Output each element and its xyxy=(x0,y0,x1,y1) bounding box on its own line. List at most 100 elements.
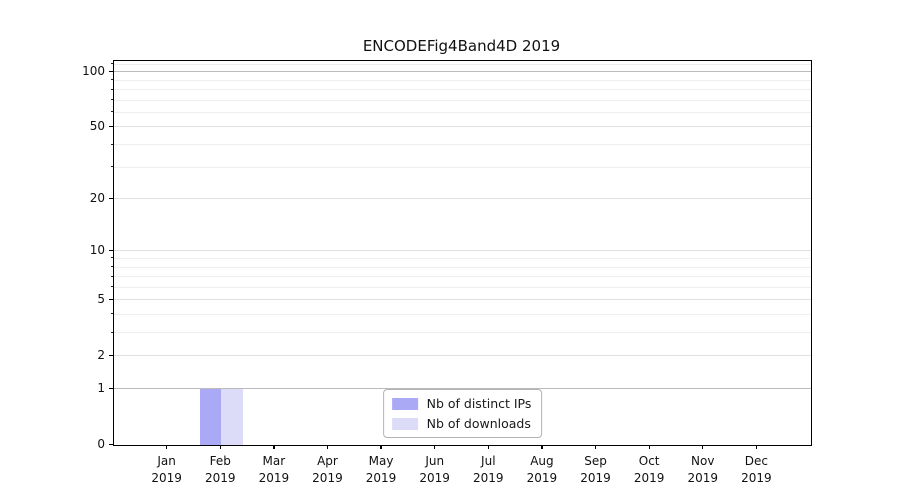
gridline-minor xyxy=(114,314,811,315)
gridline-major xyxy=(114,355,811,357)
x-tick xyxy=(541,445,543,450)
y-minor-tick xyxy=(110,275,113,277)
x-tick-label-line: Apr xyxy=(317,454,338,468)
gridline-minor xyxy=(114,111,811,113)
y-tick-label: 0 xyxy=(97,436,105,451)
gridline-minor xyxy=(114,79,811,81)
x-tick-label-line: 2019 xyxy=(741,470,772,485)
y-minor-tick xyxy=(110,63,113,65)
y-minor-tick xyxy=(110,286,113,288)
x-tick xyxy=(594,445,597,450)
legend: Nb of distinct IPs Nb of downloads xyxy=(382,389,543,438)
x-tick-label-line: Jun xyxy=(425,454,445,468)
x-tick-label: Sep 2019 xyxy=(564,453,628,486)
x-tick-label-line: 2019 xyxy=(687,470,719,485)
gridline-minor xyxy=(114,63,811,65)
gridline-minor xyxy=(114,286,811,288)
gridline-major xyxy=(114,299,811,301)
x-tick xyxy=(273,445,275,450)
x-tick-label: May 2019 xyxy=(349,453,413,486)
x-tick-label: Jul 2019 xyxy=(456,453,520,486)
y-tick xyxy=(109,443,113,445)
y-tick-label: 100 xyxy=(82,63,105,78)
x-tick-label: Aug 2019 xyxy=(510,453,574,486)
gridline-minor xyxy=(114,89,811,91)
gridline-major xyxy=(114,250,811,252)
x-tick-label-line: Nov xyxy=(691,454,715,468)
x-tick-label-line: Dec xyxy=(744,454,768,468)
legend-label: Nb of downloads xyxy=(426,416,531,431)
x-tick xyxy=(702,445,704,450)
bar-nb-of-downloads xyxy=(221,389,243,445)
y-minor-tick xyxy=(110,99,113,101)
y-minor-tick xyxy=(110,79,113,81)
x-tick-label-line: Feb xyxy=(209,454,231,468)
gridline-major xyxy=(114,198,811,200)
legend-label: Nb of distinct IPs xyxy=(426,396,532,411)
y-minor-tick xyxy=(110,313,113,315)
y-tick xyxy=(109,70,113,72)
gridline-major xyxy=(114,126,811,128)
x-tick-label-line: 2019 xyxy=(526,470,558,485)
bar-nb-of-distinct-ips xyxy=(199,389,222,445)
x-tick-label-line: May xyxy=(368,454,394,468)
x-tick-label: Dec 2019 xyxy=(724,453,788,486)
x-tick-label: Oct 2019 xyxy=(617,453,681,486)
gridline-minor xyxy=(114,144,811,146)
y-tick-label: 50 xyxy=(89,118,105,133)
legend-row: Nb of downloads xyxy=(391,416,532,431)
x-tick-label: Jan 2019 xyxy=(135,453,199,486)
x-tick xyxy=(434,445,436,450)
x-tick-label-line: 2019 xyxy=(473,470,504,485)
y-minor-tick xyxy=(110,266,113,267)
x-tick xyxy=(487,445,489,450)
x-tick-label: Jun 2019 xyxy=(403,453,467,486)
y-tick-label: 5 xyxy=(97,291,105,306)
gridline-minor xyxy=(114,276,811,278)
y-tick xyxy=(109,249,113,252)
gridline-minor xyxy=(114,332,811,334)
x-tick xyxy=(166,445,168,450)
gridline-minor xyxy=(114,266,811,268)
x-tick-label-line: 2019 xyxy=(580,470,611,485)
x-tick-label-line: 2019 xyxy=(365,470,397,485)
y-tick-label: 20 xyxy=(89,190,105,205)
y-minor-tick xyxy=(110,257,113,259)
y-tick xyxy=(109,298,113,301)
y-minor-tick xyxy=(110,331,113,333)
y-minor-tick xyxy=(110,166,113,168)
y-tick-label: 10 xyxy=(89,242,105,257)
x-tick-label-line: Aug xyxy=(530,454,554,468)
x-tick-label-line: 2019 xyxy=(312,470,343,485)
x-tick-label: Feb 2019 xyxy=(188,453,252,486)
chart-title: ENCODEFig4Band4D 2019 xyxy=(362,37,561,55)
x-tick-label-line: 2019 xyxy=(258,470,290,485)
x-tick-label-line: Sep xyxy=(584,454,607,468)
x-tick-label-line: Oct xyxy=(638,454,660,468)
y-tick xyxy=(109,125,113,128)
gridline-minor xyxy=(114,258,811,259)
x-tick-label: Apr 2019 xyxy=(295,453,359,486)
x-tick-label-line: 2019 xyxy=(419,470,450,485)
x-tick-label: Mar 2019 xyxy=(242,453,306,486)
x-tick-label-line: Mar xyxy=(262,454,286,468)
legend-row: Nb of distinct IPs xyxy=(391,396,532,411)
legend-swatch-nb-of-distinct-ips xyxy=(391,397,418,410)
x-tick xyxy=(326,445,329,450)
x-tick xyxy=(219,445,221,450)
y-minor-tick xyxy=(110,88,113,90)
x-tick-label-line: 2019 xyxy=(204,470,236,485)
y-tick-label: 2 xyxy=(97,347,105,362)
x-tick-label-line: 2019 xyxy=(633,470,665,485)
gridline-minor xyxy=(114,99,811,101)
y-tick-label: 1 xyxy=(97,380,105,395)
x-tick-label-line: Jul xyxy=(481,454,496,468)
legend-swatch-nb-of-downloads xyxy=(391,417,418,430)
gridline-minor xyxy=(114,166,811,168)
y-tick xyxy=(109,197,113,199)
y-tick xyxy=(109,387,113,389)
y-tick xyxy=(109,354,113,357)
gridline-major xyxy=(114,71,811,73)
x-tick-label-line: 2019 xyxy=(151,470,182,485)
